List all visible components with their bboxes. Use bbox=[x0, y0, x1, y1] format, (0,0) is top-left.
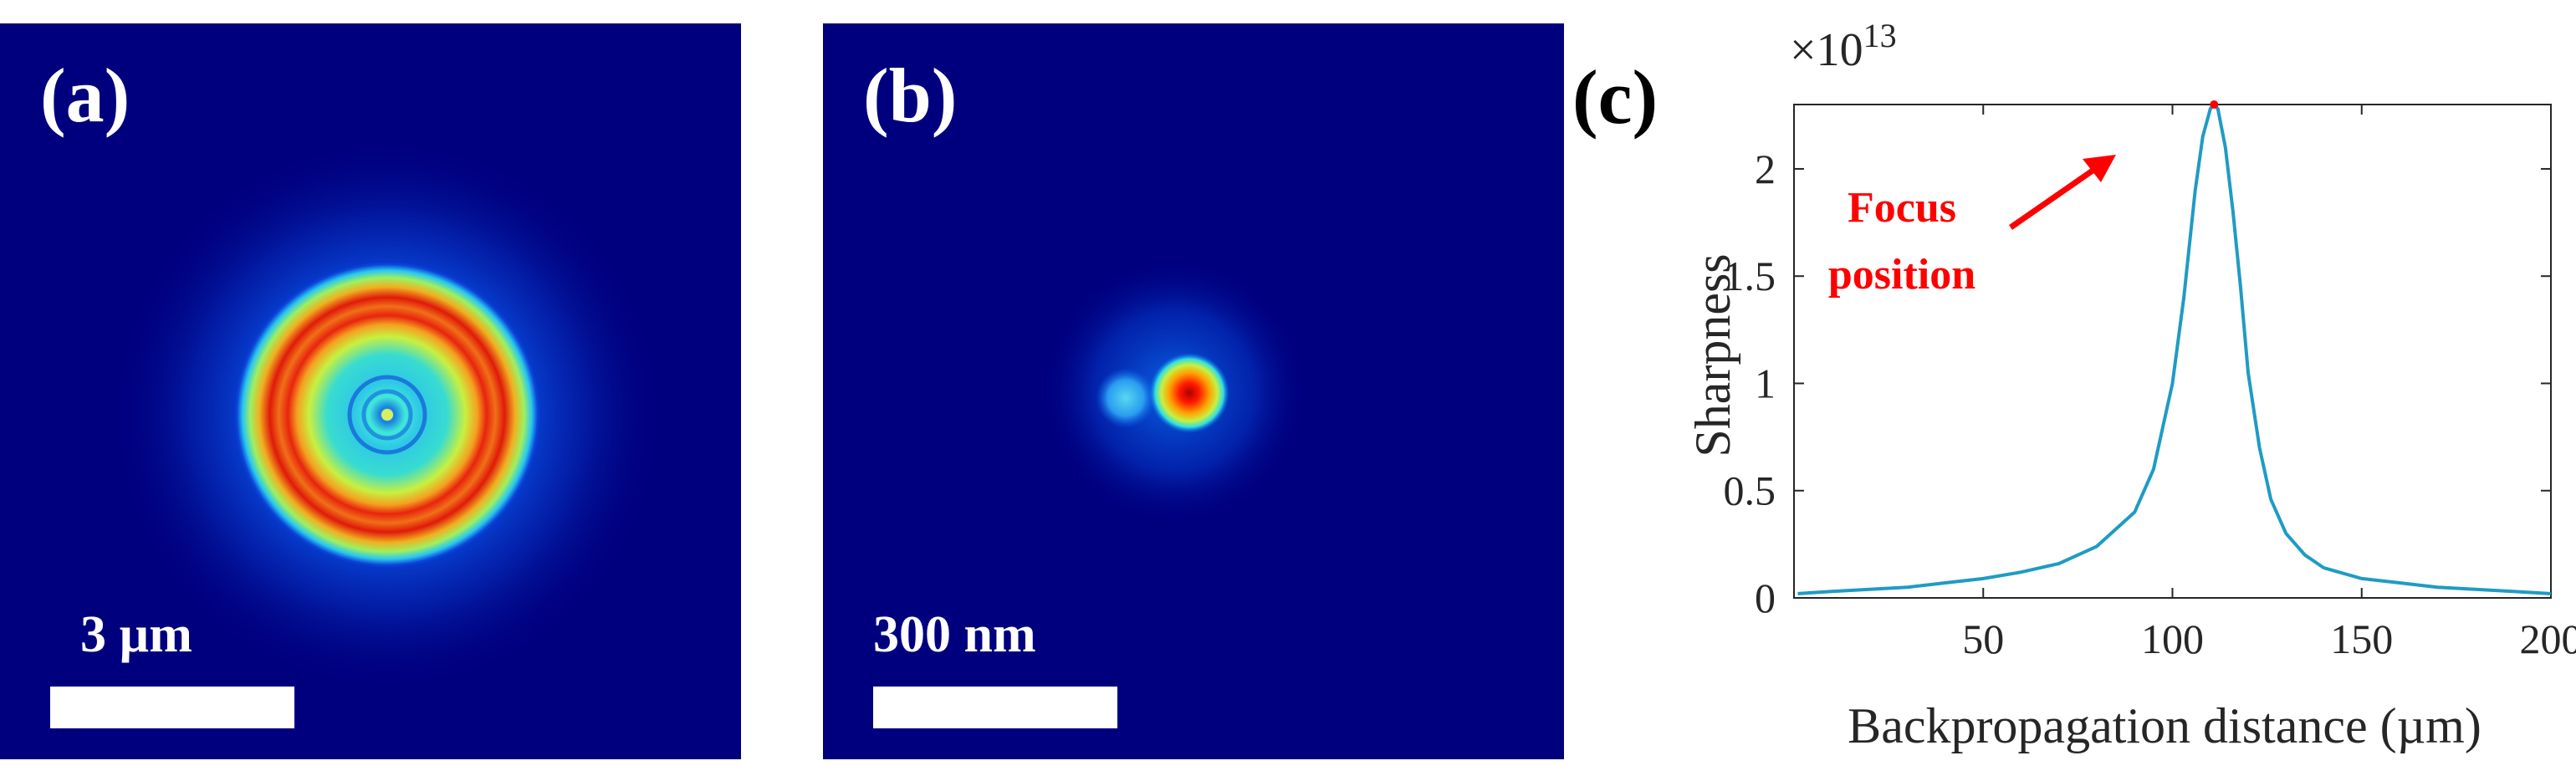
y-tick-label: 0 bbox=[1755, 574, 1776, 621]
x-tick-label: 100 bbox=[2141, 615, 2204, 662]
panel-b-scale-bar bbox=[873, 687, 1117, 728]
axes-frame bbox=[1793, 104, 2552, 599]
panel-c-label: (c) bbox=[1572, 54, 1659, 140]
x-tick-label: 200 bbox=[2520, 615, 2576, 662]
panel-b-image: (b) 300 nm bbox=[823, 23, 1564, 759]
y-tick-label: 1.5 bbox=[1724, 253, 1776, 299]
sharpness-curve bbox=[1797, 101, 2552, 595]
x-tick-label: 50 bbox=[1962, 615, 2004, 662]
panel-b-intensity-map bbox=[823, 23, 1564, 759]
panel-a-label: (a) bbox=[40, 53, 130, 138]
annotation-arrow-shaft bbox=[2009, 161, 2105, 230]
x-tick-label: 150 bbox=[2330, 615, 2393, 662]
y-tick-label: 2 bbox=[1755, 146, 1776, 192]
y-multiplier-exponent: 13 bbox=[1863, 17, 1897, 54]
axes-box bbox=[1793, 104, 2552, 599]
y-axis-ticks: 0 0.5 1 1.5 2 bbox=[1724, 146, 2551, 621]
panel-a-scale-text: 3 µm bbox=[80, 606, 192, 663]
y-axis-label: Sharpness bbox=[1685, 253, 1740, 457]
panel-a-image: (a) 3 µm bbox=[0, 23, 741, 759]
focus-annotation: Focus position bbox=[1828, 155, 2116, 299]
panel-b-scale-text: 300 nm bbox=[873, 606, 1036, 663]
sharpness-chart: 50 100 150 200 0 0.5 1 1.5 2 ×1013 Sharpness Ba… bbox=[1685, 17, 2576, 753]
panel-b-label: (b) bbox=[863, 53, 958, 138]
annotation-line-1: Focus bbox=[1848, 184, 1956, 232]
panel-a-scale-bar bbox=[50, 687, 294, 728]
x-axis-label: Backpropagation distance (µm) bbox=[1848, 698, 2481, 753]
y-axis-multiplier: ×1013 bbox=[1790, 17, 1897, 76]
peak-marker bbox=[2210, 100, 2219, 109]
x-axis-ticks: 50 100 150 200 bbox=[1962, 105, 2576, 662]
panel-a-intensity-map bbox=[0, 23, 741, 759]
y-tick-label: 1 bbox=[1755, 360, 1776, 406]
y-tick-label: 0.5 bbox=[1724, 467, 1776, 514]
y-multiplier-base: ×10 bbox=[1790, 24, 1863, 76]
annotation-line-2: position bbox=[1828, 251, 1975, 299]
annotation-arrow-head bbox=[2083, 155, 2116, 182]
